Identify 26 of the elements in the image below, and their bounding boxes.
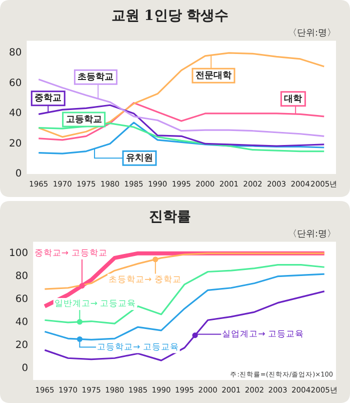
series-label: 일반계고→ 고등교육: [54, 299, 136, 310]
series-label: 고등학교→ 고등교육: [97, 342, 179, 352]
y-tick-label: 40: [8, 108, 22, 120]
series-label: 초등학교: [78, 72, 114, 82]
text: 〈단위:명〉: [288, 28, 336, 39]
y-tick-label: 60: [15, 294, 28, 305]
y-tick-label: 100: [8, 248, 28, 259]
text: 〈단위:명〉: [288, 228, 336, 240]
series-label: 실업계고→ 고등교육: [222, 329, 304, 340]
y-tick-label: 40: [15, 317, 28, 328]
y-tick-label: 0: [22, 363, 28, 374]
series-label: 중학교→ 고등학교: [34, 248, 108, 259]
series-label: 초등학교→ 중학교: [108, 275, 182, 286]
series-label: 전문대학: [195, 70, 232, 81]
y-tick-label: 20: [8, 138, 22, 150]
chart-title: 교원 1인당 학생수: [111, 8, 229, 24]
series-label: 대학: [284, 94, 302, 104]
y-tick-label: 0: [15, 168, 22, 180]
y-tick-label: 80: [8, 48, 22, 59]
y-tick-label: 80: [15, 270, 28, 282]
y-tick-label: 20: [15, 340, 28, 352]
series-label: 유치원: [126, 153, 153, 164]
y-tick-label: 60: [8, 78, 22, 89]
series-label: 고등학교: [66, 114, 102, 125]
series-label: 중학교: [34, 94, 62, 104]
chart-title: 진학률: [149, 209, 191, 226]
